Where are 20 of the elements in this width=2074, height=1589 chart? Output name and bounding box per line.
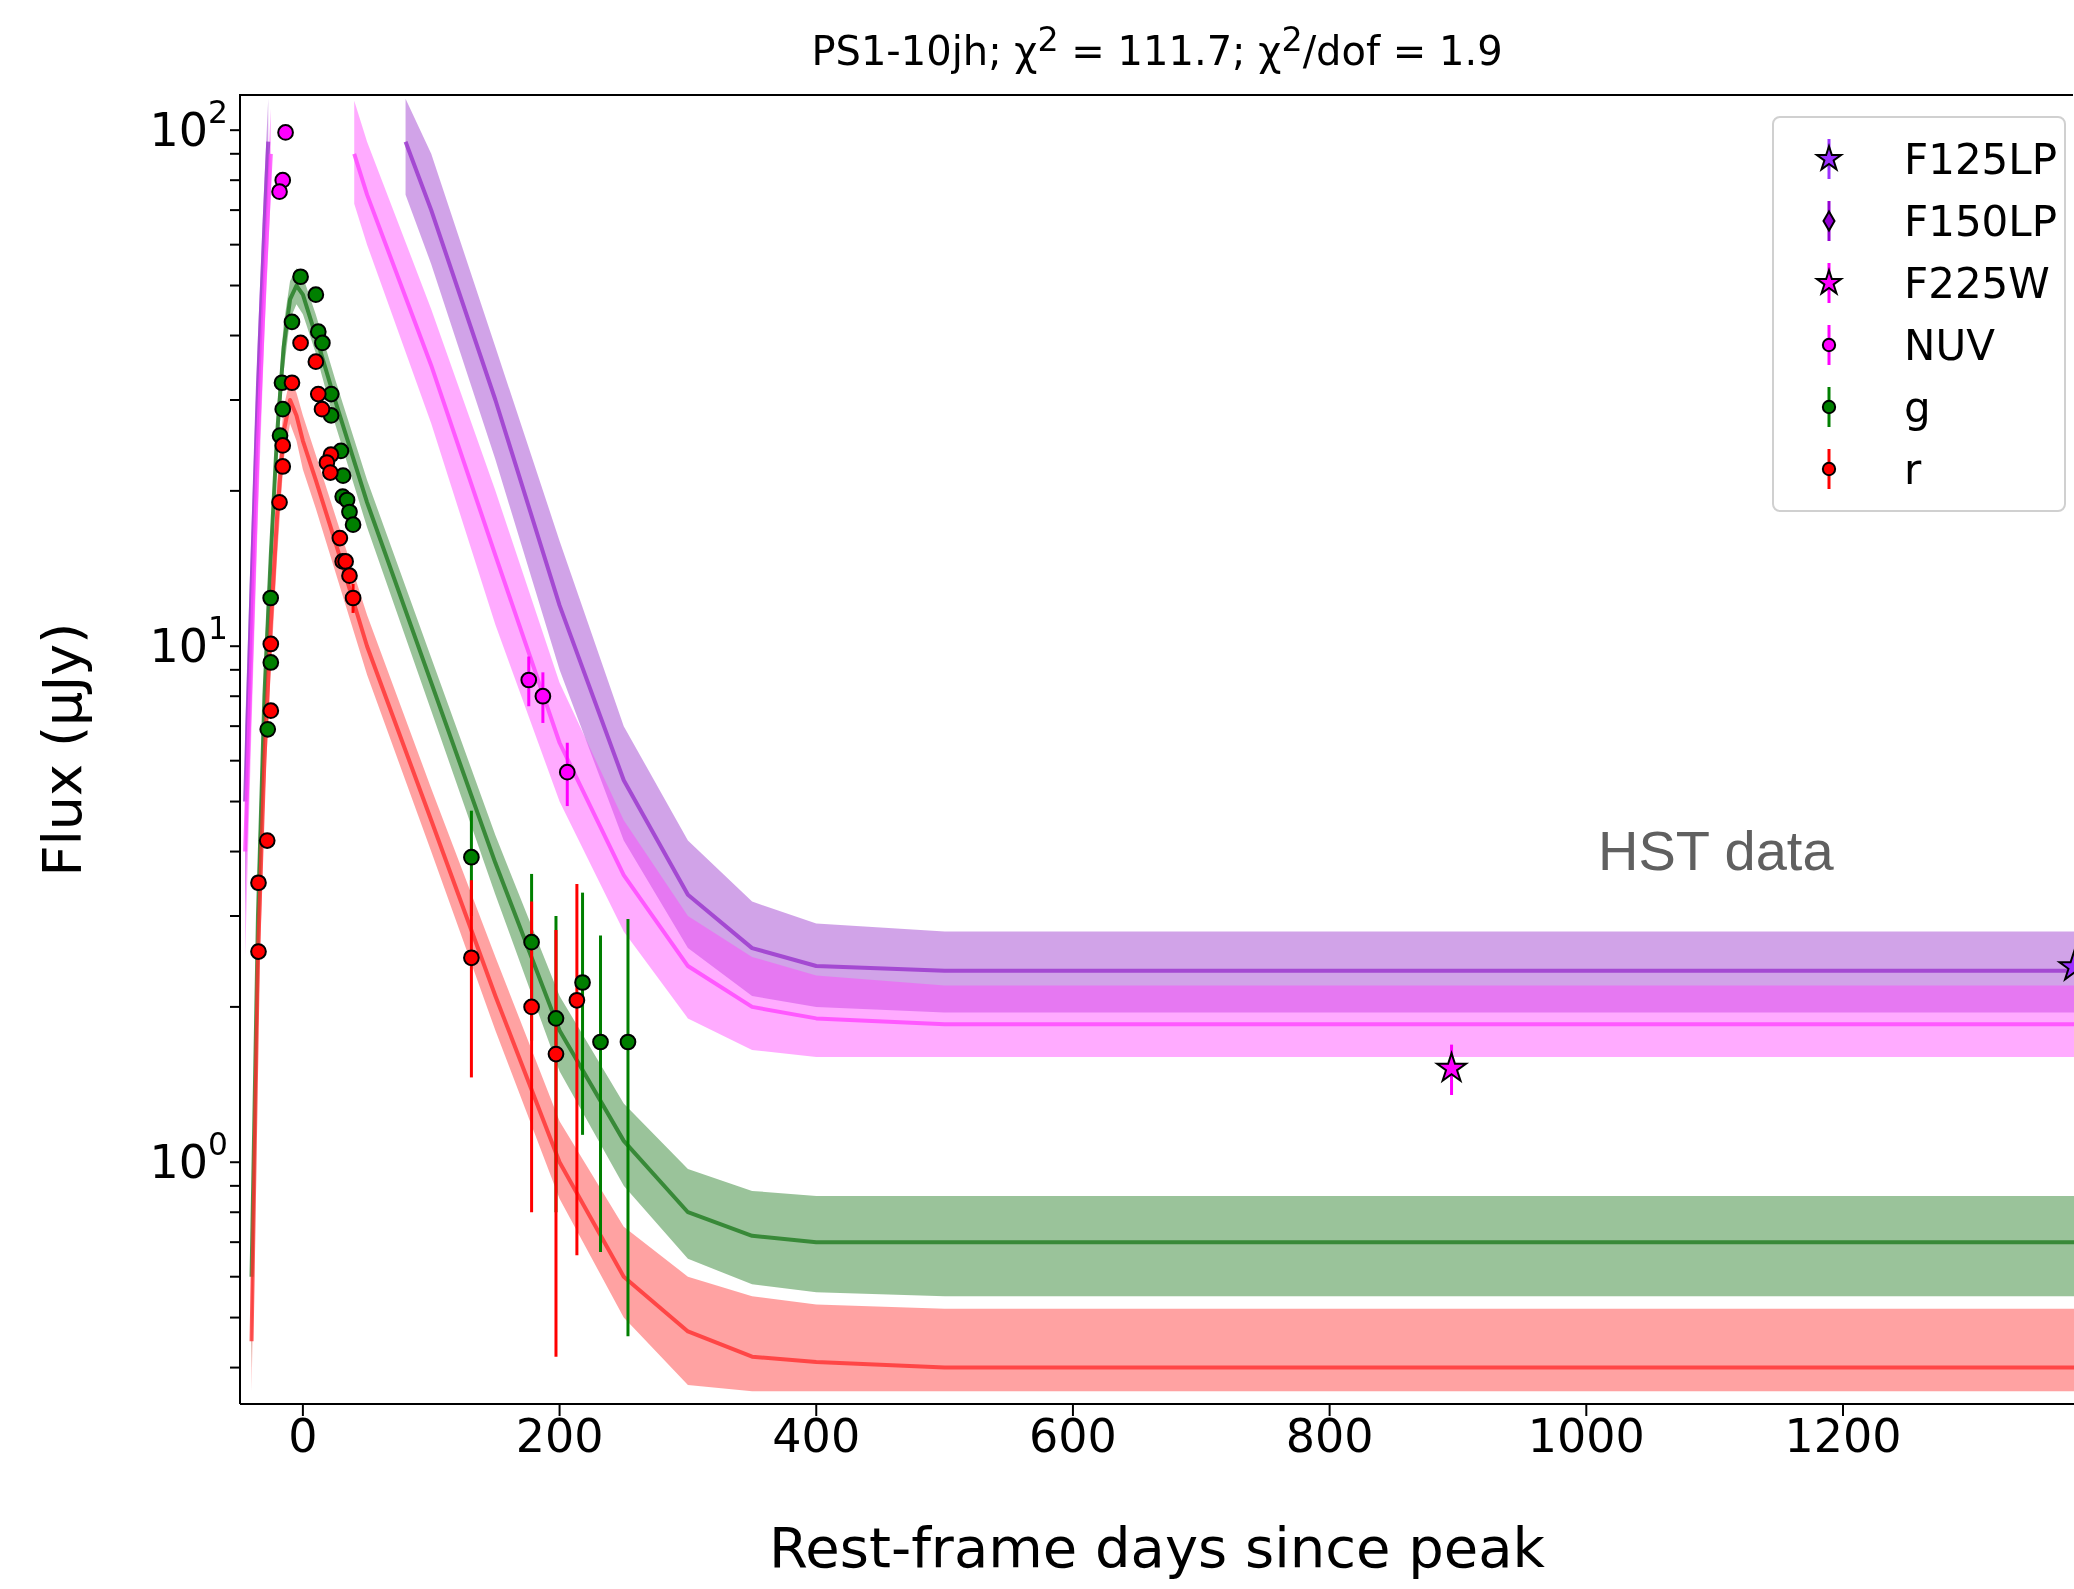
annotation: HST data <box>1598 818 1834 883</box>
x-tick-label: 800 <box>1285 1409 1374 1463</box>
legend-label: F225W <box>1904 258 2050 308</box>
x-tick-label: 1200 <box>1784 1409 1902 1463</box>
x-axis-title: Rest-frame days since peak <box>768 1515 1546 1580</box>
legend-label: r <box>1904 444 1922 494</box>
chart-title: PS1-10jh; χ$^{2}$ = 111.7; χ$^{2}$/dof = 1.9 <box>810 20 1504 75</box>
x-tick-label: 0 <box>288 1409 318 1463</box>
legend-label: F125LP <box>1904 134 2058 184</box>
legend-label: F150LP <box>1904 196 2058 246</box>
legend-label: NUV <box>1904 320 1995 370</box>
y-tick-label: 10$^{2}$ <box>149 94 228 158</box>
x-tick-label: 600 <box>1029 1409 1117 1463</box>
x-tick-label: 1000 <box>1527 1409 1645 1463</box>
legend-label: g <box>1904 382 1931 432</box>
x-tick-label: 200 <box>515 1409 604 1463</box>
y-axis-title: Flux (µJy) <box>30 622 94 877</box>
y-tick-label: 10$^{0}$ <box>149 1126 228 1190</box>
y-tick-label: 10$^{1}$ <box>149 610 228 674</box>
x-tick-label: 400 <box>772 1409 861 1463</box>
